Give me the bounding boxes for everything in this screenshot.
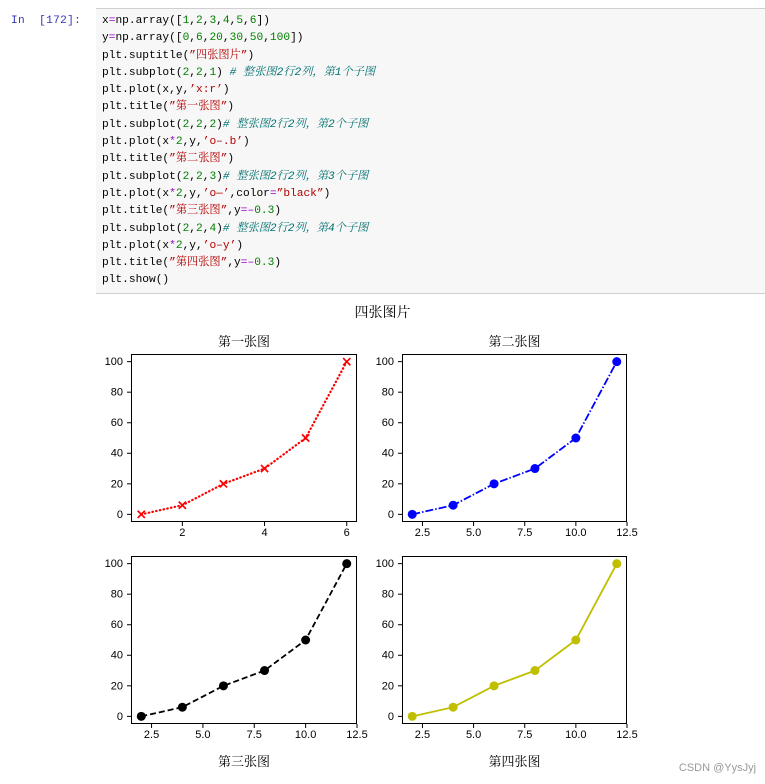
svg-text:第二张图: 第二张图 bbox=[488, 331, 540, 350]
svg-text:2.5: 2.5 bbox=[144, 729, 159, 741]
svg-text:2.5: 2.5 bbox=[415, 729, 430, 741]
svg-text:第四张图: 第四张图 bbox=[488, 751, 540, 770]
svg-text:0: 0 bbox=[388, 711, 394, 723]
svg-text:5.0: 5.0 bbox=[195, 729, 210, 741]
svg-text:7.5: 7.5 bbox=[247, 729, 262, 741]
svg-text:4: 4 bbox=[261, 527, 267, 539]
svg-text:5.0: 5.0 bbox=[466, 527, 481, 539]
svg-text:7.5: 7.5 bbox=[517, 527, 532, 539]
svg-text:2.5: 2.5 bbox=[415, 527, 430, 539]
svg-text:60: 60 bbox=[382, 417, 394, 429]
svg-text:100: 100 bbox=[376, 558, 394, 570]
svg-text:10.0: 10.0 bbox=[565, 729, 586, 741]
svg-text:2: 2 bbox=[179, 527, 185, 539]
svg-text:5.0: 5.0 bbox=[466, 729, 481, 741]
svg-text:40: 40 bbox=[111, 448, 123, 460]
svg-text:10.0: 10.0 bbox=[295, 729, 316, 741]
svg-text:80: 80 bbox=[111, 589, 123, 601]
svg-text:80: 80 bbox=[382, 387, 394, 399]
svg-text:0: 0 bbox=[388, 509, 394, 521]
svg-text:第一张图: 第一张图 bbox=[218, 331, 270, 350]
svg-text:60: 60 bbox=[111, 417, 123, 429]
svg-text:60: 60 bbox=[111, 619, 123, 631]
svg-text:12.5: 12.5 bbox=[616, 527, 637, 539]
svg-text:80: 80 bbox=[111, 387, 123, 399]
svg-text:100: 100 bbox=[105, 356, 123, 368]
svg-text:20: 20 bbox=[382, 478, 394, 490]
svg-text:20: 20 bbox=[111, 680, 123, 692]
svg-text:20: 20 bbox=[382, 680, 394, 692]
svg-text:0: 0 bbox=[117, 711, 123, 723]
svg-text:12.5: 12.5 bbox=[616, 729, 637, 741]
svg-text:40: 40 bbox=[382, 448, 394, 460]
svg-text:40: 40 bbox=[382, 650, 394, 662]
svg-text:12.5: 12.5 bbox=[346, 729, 367, 741]
svg-text:20: 20 bbox=[111, 478, 123, 490]
svg-text:80: 80 bbox=[382, 589, 394, 601]
svg-text:100: 100 bbox=[105, 558, 123, 570]
svg-text:0: 0 bbox=[117, 509, 123, 521]
svg-text:6: 6 bbox=[344, 527, 350, 539]
svg-text:100: 100 bbox=[376, 356, 394, 368]
svg-text:40: 40 bbox=[111, 650, 123, 662]
svg-text:第三张图: 第三张图 bbox=[218, 751, 270, 770]
svg-text:7.5: 7.5 bbox=[517, 729, 532, 741]
svg-text:60: 60 bbox=[382, 619, 394, 631]
svg-text:10.0: 10.0 bbox=[565, 527, 586, 539]
